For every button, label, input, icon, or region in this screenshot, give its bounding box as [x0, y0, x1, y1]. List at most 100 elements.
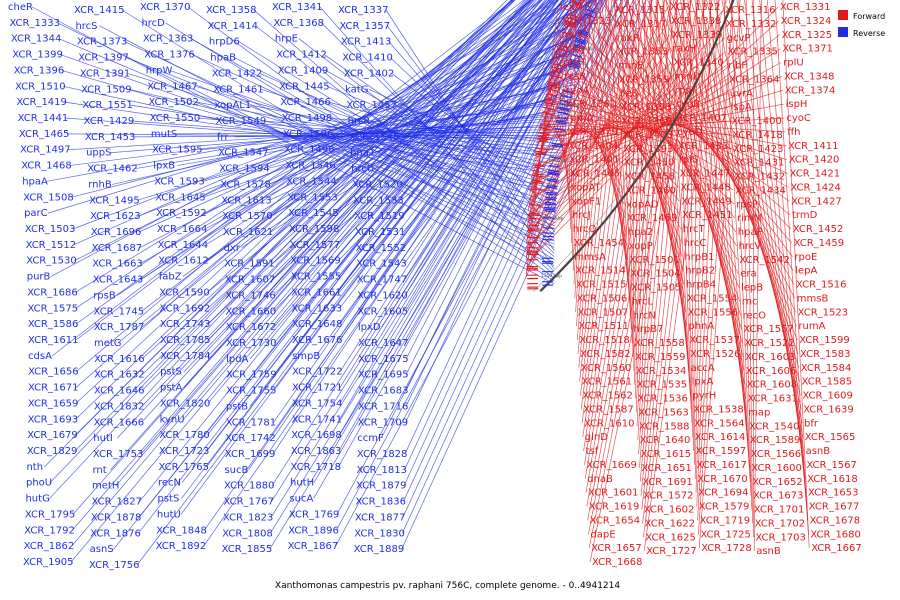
reverse-gene-label: XCR_1880 — [224, 481, 275, 492]
reverse-gene-label: XCR_1510 — [15, 81, 66, 92]
reverse-gene-block — [546, 186, 558, 189]
forward-gene-label: XCR_1316 — [725, 5, 776, 16]
label-connector — [74, 0, 598, 262]
forward-gene-label: XCR_1432 — [735, 172, 786, 183]
label-connector — [572, 0, 582, 271]
reverse-gene-label: XCR_1699 — [225, 449, 276, 460]
forward-gene-block — [527, 247, 539, 249]
reverse-gene-block — [547, 171, 559, 174]
reverse-gene-block — [542, 238, 554, 241]
label-connector — [544, 93, 623, 163]
label-connector — [587, 0, 685, 521]
reverse-gene-label: lpdA — [226, 354, 248, 365]
label-connector — [607, 0, 631, 316]
reverse-gene-label: XCR_1413 — [341, 37, 392, 48]
reverse-gene-block — [577, 31, 589, 36]
label-connector — [582, 0, 647, 438]
reverse-gene-label: XCR_1709 — [358, 417, 409, 428]
reverse-gene-label: XCR_1813 — [356, 465, 407, 476]
reverse-gene-label: XCR_1683 — [358, 386, 409, 397]
reverse-gene-block — [571, 53, 583, 58]
forward-gene-label: XCR_1434 — [735, 185, 786, 196]
label-connector — [647, 0, 796, 313]
reverse-gene-label: XCR_1663 — [92, 259, 143, 270]
forward-gene-label: XCR_1393 — [623, 144, 674, 155]
label-connector — [588, 0, 692, 535]
reverse-gene-block — [573, 45, 585, 50]
forward-gene-label: XCR_1582 — [580, 349, 631, 360]
forward-gene-label: XCR_1516 — [796, 280, 847, 291]
label-connector — [541, 110, 622, 150]
label-connector — [141, 0, 531, 423]
forward-gene-label: hrcJ — [572, 210, 591, 221]
label-connector — [270, 0, 595, 518]
reverse-gene-label: hrcS — [75, 21, 97, 32]
reverse-gene-label: XCR_1607 — [225, 275, 276, 286]
reverse-gene-block — [558, 108, 570, 112]
reverse-gene-block — [542, 284, 554, 286]
forward-gene-label: XCR_1701 — [754, 505, 805, 516]
label-connector — [736, 0, 805, 465]
label-connector — [580, 0, 635, 410]
forward-gene-label: hrpB7 — [633, 324, 663, 335]
forward-gene-label: hrcN — [633, 310, 656, 321]
reverse-gene-label: XCR_1781 — [226, 417, 277, 428]
tick-label: 1500 kbp — [558, 102, 579, 108]
forward-gene-label: rumA — [798, 321, 825, 332]
forward-gene-label: minE — [618, 61, 643, 72]
label-connector — [570, 2, 572, 243]
reverse-gene-block — [555, 119, 567, 123]
label-connector — [203, 0, 583, 547]
forward-gene-block — [557, 48, 569, 53]
forward-gene-label: XCR_1454 — [574, 238, 625, 249]
reverse-gene-label: XCR_1547 — [218, 148, 269, 159]
tick-label: 1450 kbp — [548, 158, 569, 164]
forward-gene-label: ribF — [728, 61, 747, 72]
reverse-gene-label: XCR_1660 — [226, 306, 277, 317]
label-connector — [601, 0, 631, 302]
forward-gene-label: XCR_1651 — [641, 463, 692, 474]
reverse-gene-label: XCR_1613 — [221, 195, 272, 206]
reverse-gene-label: katG — [345, 84, 368, 95]
label-connector — [313, 0, 598, 483]
reverse-gene-label: XCR_1742 — [225, 433, 276, 444]
label-connector — [627, 0, 687, 327]
reverse-gene-block — [544, 206, 556, 209]
label-connector — [713, 0, 803, 424]
forward-gene-label: XCR_1603 — [745, 352, 796, 363]
reverse-gene-label: XCR_1445 — [279, 81, 330, 92]
forward-gene-block — [527, 286, 539, 288]
reverse-gene-label: XCR_1767 — [223, 497, 274, 508]
forward-gene-label: XCR_1526 — [690, 349, 741, 360]
forward-gene-label: XCR_1540 — [749, 421, 800, 432]
reverse-gene-label: XCR_1647 — [358, 338, 409, 349]
forward-gene-label: XCR_1407 — [676, 113, 727, 124]
forward-gene-block — [537, 137, 549, 141]
forward-gene-label: XCR_1564 — [694, 418, 745, 429]
forward-gene-label: rpsP — [736, 199, 758, 210]
label-connector — [738, 0, 753, 510]
label-connector — [614, 0, 632, 330]
label-connector — [680, 0, 746, 399]
reverse-gene-label: XCR_1545 — [288, 208, 339, 219]
reverse-gene-label: XCR_1645 — [155, 192, 206, 203]
reverse-gene-label: XCR_1553 — [287, 192, 338, 203]
forward-gene-label: XCR_1518 — [579, 335, 630, 346]
reverse-gene-label: XCR_1664 — [157, 224, 208, 235]
label-connector — [576, 0, 607, 341]
forward-gene-block — [539, 123, 551, 127]
reverse-gene-label: XCR_1784 — [160, 351, 211, 362]
reverse-gene-block — [545, 193, 557, 196]
label-connector — [75, 0, 556, 293]
forward-gene-block — [533, 164, 545, 168]
forward-gene-block — [535, 147, 548, 151]
reverse-gene-label: XCR_1586 — [28, 319, 79, 330]
forward-gene-label: XCR_1400 — [731, 116, 782, 127]
reverse-gene-label: XCR_1402 — [344, 68, 395, 79]
reverse-gene-label: XCR_1698 — [291, 430, 342, 441]
forward-gene-label: XCR_1584 — [801, 363, 852, 374]
label-connector — [138, 0, 550, 518]
label-connector — [573, 0, 587, 285]
reverse-gene-block — [543, 227, 555, 229]
reverse-gene-label: XCR_1570 — [222, 211, 273, 222]
